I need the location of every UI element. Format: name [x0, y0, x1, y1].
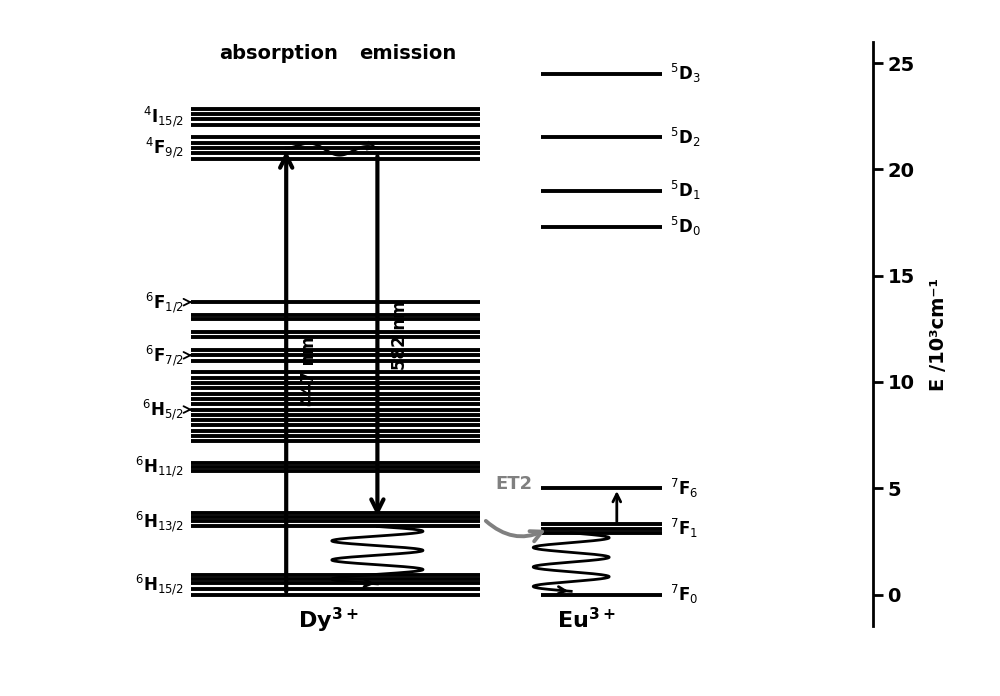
- Text: $^6$H$_{11/2}$: $^6$H$_{11/2}$: [135, 454, 184, 480]
- Text: $\mathbf{Eu^{3+}}$: $\mathbf{Eu^{3+}}$: [557, 608, 616, 633]
- Text: $^4$F$_{9/2}$: $^4$F$_{9/2}$: [145, 136, 184, 160]
- Y-axis label: E /10³cm⁻¹: E /10³cm⁻¹: [929, 278, 948, 390]
- Text: $^5$D$_1$: $^5$D$_1$: [670, 179, 700, 202]
- Text: absorption: absorption: [219, 44, 338, 63]
- Text: emission: emission: [359, 44, 456, 63]
- Text: $^6$H$_{13/2}$: $^6$H$_{13/2}$: [135, 509, 184, 534]
- Text: $\mathbf{Dy^{3+}}$: $\mathbf{Dy^{3+}}$: [298, 606, 358, 635]
- Text: $^6$H$_{15/2}$: $^6$H$_{15/2}$: [135, 573, 184, 597]
- Text: $^7$F$_1$: $^7$F$_1$: [670, 517, 698, 540]
- Text: 582 nm: 582 nm: [391, 301, 409, 370]
- Text: $^7$F$_6$: $^7$F$_6$: [670, 477, 698, 500]
- Text: $^6$H$_{5/2}$: $^6$H$_{5/2}$: [142, 397, 184, 422]
- Text: $^5$D$_3$: $^5$D$_3$: [670, 62, 701, 85]
- Text: $^5$D$_0$: $^5$D$_0$: [670, 215, 701, 238]
- Text: $^4$I$_{15/2}$: $^4$I$_{15/2}$: [143, 104, 184, 129]
- Text: $^5$D$_2$: $^5$D$_2$: [670, 126, 700, 149]
- Text: 447 nm: 447 nm: [300, 336, 318, 406]
- Text: ET2: ET2: [496, 475, 533, 493]
- Text: $^6$F$_{1/2}$: $^6$F$_{1/2}$: [145, 290, 184, 315]
- Text: $^7$F$_0$: $^7$F$_0$: [670, 583, 698, 606]
- Text: $^6$F$_{7/2}$: $^6$F$_{7/2}$: [145, 343, 184, 367]
